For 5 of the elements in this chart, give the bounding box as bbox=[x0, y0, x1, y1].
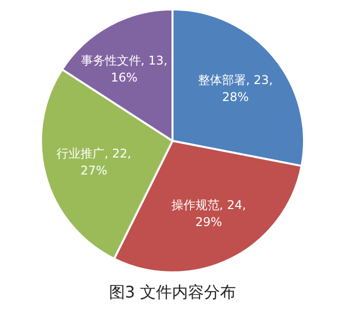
text: 图3 文件内容分布 bbox=[108, 282, 236, 302]
slice-label: 事务性文件, 13, 16% bbox=[80, 53, 168, 84]
slice-label: 操作规范, 24, 29% bbox=[171, 198, 246, 230]
slice-label: 整体部署, 23, 28% bbox=[198, 73, 273, 104]
slice-label: 行业推广, 22, 27% bbox=[56, 146, 132, 178]
